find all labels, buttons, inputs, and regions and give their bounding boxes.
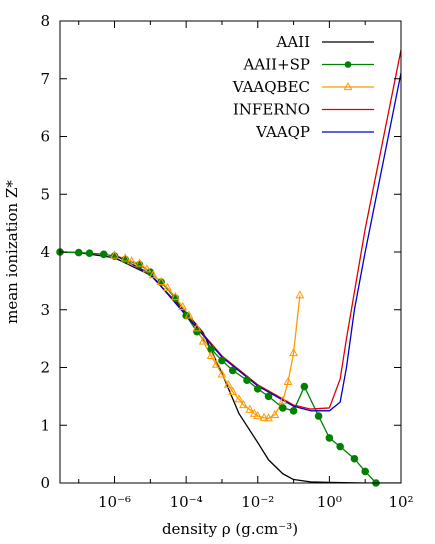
series-layer [60, 49, 401, 483]
data-point [162, 282, 172, 291]
y-tick-label-3: 3 [40, 301, 50, 319]
legend: AAII AAII+SP VAAQBEC INFERNO VAAQP [232, 33, 374, 141]
data-point [193, 327, 201, 336]
data-point [192, 323, 202, 332]
x-axis-title: density ρ (g.cm⁻³) [162, 520, 298, 538]
marker-layer [56, 248, 380, 487]
legend-marker [343, 81, 353, 91]
data-point [234, 394, 244, 403]
data-point [314, 412, 323, 420]
data-point [278, 395, 288, 405]
data-point [228, 386, 238, 395]
y-tick-label-2: 2 [40, 359, 50, 377]
legend-label: INFERNO [233, 101, 310, 119]
x-tick-label-3: 10⁰ [317, 493, 342, 511]
y-tick-label-1: 1 [40, 416, 50, 434]
x-tick-label-4: 10² [388, 493, 413, 511]
y-tick-label-5: 5 [40, 185, 50, 203]
tick-labels: 10⁻⁶ 10⁻⁴ 10⁻² 10⁰ 10² 0 1 2 3 4 5 6 7 8 [40, 12, 413, 511]
data-point [156, 276, 166, 286]
data-point [217, 369, 227, 378]
data-point [170, 292, 180, 301]
data-point [336, 442, 344, 451]
data-point [245, 404, 255, 413]
data-point [198, 336, 208, 345]
data-point [278, 404, 287, 412]
y-tick-label-8: 8 [40, 12, 50, 30]
data-point [270, 409, 280, 418]
data-point [127, 256, 137, 265]
legend-label: VAAQP [255, 123, 310, 141]
data-point [289, 348, 299, 357]
y-tick-label-0: 0 [40, 474, 50, 492]
ticks-layer [60, 20, 402, 484]
data-point [206, 350, 216, 360]
data-point [300, 382, 309, 391]
y-tick-label-7: 7 [40, 70, 50, 88]
legend-label: AAII+SP [243, 56, 310, 74]
data-point [259, 412, 269, 421]
data-point [253, 385, 262, 393]
data-point [249, 408, 259, 417]
data-point [74, 248, 83, 257]
data-point [184, 310, 194, 319]
legend-label: VAAQBEC [232, 78, 310, 96]
data-point [228, 366, 237, 375]
data-point [99, 250, 108, 259]
x-tick-label-0: 10⁻⁶ [98, 493, 131, 511]
legend-label: AAII [275, 33, 310, 51]
data-point [264, 413, 273, 422]
data-point [295, 290, 305, 299]
data-point [325, 434, 334, 442]
data-point [148, 270, 158, 279]
y-axis-title: mean ionization Z* [3, 180, 21, 324]
x-tick-label-1: 10⁻⁴ [170, 493, 203, 511]
data-point [218, 356, 226, 365]
data-point [264, 392, 273, 401]
data-point [243, 376, 251, 385]
data-point [253, 410, 263, 420]
series-line-aaii [60, 251, 401, 483]
data-point [289, 407, 298, 415]
y-tick-label-4: 4 [40, 243, 50, 261]
data-point [283, 376, 293, 386]
plot-frame [59, 20, 402, 484]
legend-marker [344, 61, 352, 68]
data-point [350, 454, 359, 463]
data-point [85, 249, 94, 257]
x-tick-label-2: 10⁻² [241, 493, 274, 511]
data-point [223, 379, 233, 388]
data-point [239, 399, 248, 409]
data-point [120, 253, 130, 262]
y-tick-label-6: 6 [40, 128, 50, 146]
data-point [135, 258, 145, 267]
data-point [211, 359, 221, 368]
data-point [142, 264, 152, 273]
data-point [110, 250, 119, 259]
data-point [178, 301, 188, 310]
data-point [361, 467, 369, 476]
